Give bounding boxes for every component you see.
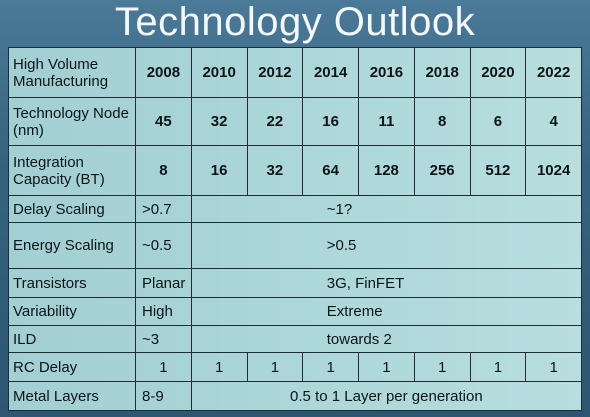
value-cell: 1 [302,352,359,382]
value-cell: 512 [469,145,527,196]
row-label: Technology Node (nm) [8,97,136,146]
value-cell: 32 [190,97,248,146]
value-cell: 1 [246,352,304,382]
row-label: Metal Layers [8,381,136,411]
value-cell: High [135,297,192,326]
value-cell: >0.7 [135,195,192,223]
span-cell: 0.5 to 1 Layer per generation [190,381,583,411]
table-row: Metal Layers 8-9 0.5 to 1 Layer per genera… [8,381,583,411]
span-cell: >0.5 [190,222,583,269]
value-cell: 16 [190,145,248,196]
value-cell: 256 [413,145,471,196]
header-row: High Volume Manufacturing 2008 2010 2012 201… [8,47,582,98]
value-cell: ~0.5 [135,222,192,269]
value-cell: 1024 [525,145,582,196]
value-cell: 11 [358,97,415,146]
span-cell: 3G, FinFET [190,268,583,298]
value-cell: ~3 [135,325,192,353]
span-cell: Extreme [190,297,583,326]
value-cell: 4 [525,97,582,146]
value-cell: 8 [413,97,471,146]
value-cell: 22 [246,97,304,146]
row-label: RC Delay [8,352,136,382]
table-row: Transistors Planar 3G, FinFET [8,268,583,298]
value-cell: 1 [358,352,415,382]
value-cell: 8 [135,145,192,196]
year-cell: 2016 [358,47,415,98]
table-row: RC Delay 1 1 1 1 1 1 1 1 [8,352,582,382]
year-cell: 2008 [135,47,192,98]
row-label: Energy Scaling [8,222,136,269]
year-cell: 2022 [525,47,582,98]
year-cell: 2010 [190,47,248,98]
value-cell: Planar [135,268,192,298]
value-cell: 1 [413,352,471,382]
year-cell: 2020 [469,47,527,98]
value-cell: 1 [190,352,248,382]
year-cell: 2012 [246,47,304,98]
table-row: ILD ~3 towards 2 [8,325,583,353]
value-cell: 128 [358,145,415,196]
slide-title: Technology Outlook [114,0,476,44]
table-row: Variability High Extreme [8,297,583,326]
span-cell: ~1? [190,195,583,223]
value-cell: 16 [302,97,359,146]
table-row: Technology Node (nm) 45 32 22 16 11 8 6 4 [8,97,582,146]
row-label: Integration Capacity (BT) [8,145,136,196]
year-cell: 2014 [302,47,359,98]
value-cell: 6 [469,97,527,146]
table-row: Delay Scaling >0.7 ~1? [8,195,583,223]
value-cell: 1 [135,352,192,382]
row-label: Delay Scaling [8,195,136,223]
value-cell: 64 [302,145,359,196]
table-body: High Volume Manufacturing 2008 2010 2012 201… [8,47,583,411]
value-cell: 45 [135,97,192,146]
header-label: High Volume Manufacturing [8,47,136,98]
value-cell: 32 [246,145,304,196]
value-cell: 1 [525,352,582,382]
span-cell: towards 2 [190,325,583,353]
table-row: Integration Capacity (BT) 8 16 32 64 128 256 51… [8,145,582,196]
value-cell: 1 [469,352,527,382]
value-cell: 8-9 [135,381,192,411]
row-label: ILD [8,325,136,353]
year-cell: 2018 [413,47,471,98]
row-label: Transistors [8,268,136,298]
outlook-table: High Volume Manufacturing 2008 2010 2012 201… [8,47,583,411]
table-row: Energy Scaling ~0.5 >0.5 [8,222,583,269]
row-label: Variability [8,297,136,326]
